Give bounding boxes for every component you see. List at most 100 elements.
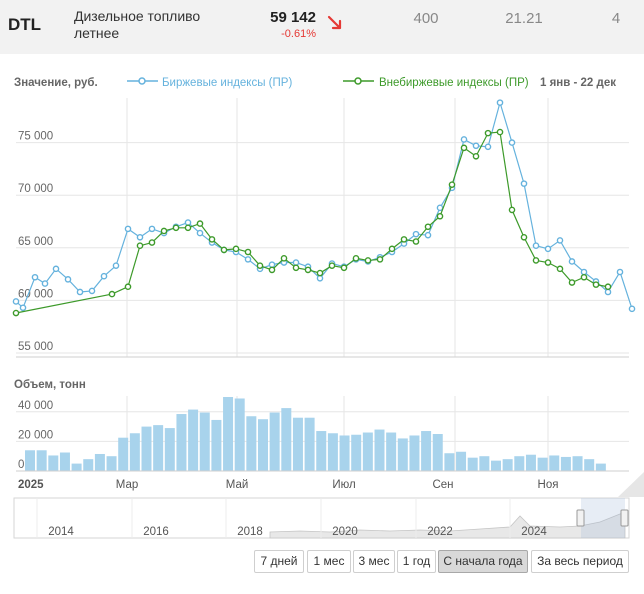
series-point-otc: [544, 259, 552, 266]
legend-otc[interactable]: Внебиржевые индексы (ПР): [343, 77, 529, 89]
volume-bar: [199, 412, 210, 471]
volume-bar: [502, 459, 513, 471]
series-point-otc: [280, 255, 288, 262]
series-point-exchange: [41, 280, 49, 287]
series-point-otc: [532, 257, 540, 264]
volume-y-axis: 0 20 000 40 000: [18, 400, 53, 471]
series-point-otc: [460, 144, 468, 152]
series-point-otc: [424, 223, 432, 231]
series-point-otc: [412, 238, 420, 245]
series-point-otc: [136, 242, 144, 249]
series-point-exchange: [436, 204, 444, 212]
price-y-axis: 55 000 60 000 65 000 70 000 75 000: [18, 131, 53, 353]
series-point-exchange: [31, 273, 39, 281]
volume-bar: [560, 456, 571, 471]
volume-bar: [456, 451, 467, 471]
period-3m-button[interactable]: 3 мес: [353, 550, 395, 573]
navigator-year-label: 2018: [237, 526, 263, 538]
series-point-exchange: [148, 225, 156, 233]
series-point-exchange: [568, 258, 576, 265]
series-point-otc: [292, 264, 300, 272]
series-point-otc: [520, 233, 528, 241]
volume-bar: [409, 435, 420, 471]
navigator-year-label: 2020: [332, 526, 358, 538]
series-point-otc: [484, 129, 492, 137]
quote-trades: 4: [611, 10, 621, 27]
series-point-otc: [496, 128, 504, 136]
legend-exchange[interactable]: Биржевые индексы (ПР): [127, 77, 292, 89]
series-point-otc: [208, 236, 216, 243]
series-point-otc: [232, 245, 240, 253]
series-point-exchange: [628, 305, 636, 313]
x-tick-label: Сен: [432, 479, 453, 491]
period-all-button[interactable]: За весь период: [531, 550, 629, 573]
series-point-exchange: [76, 288, 84, 296]
volume-bar: [386, 432, 397, 471]
x-axis: 2025 Мар Май Июл Сен Ноя: [16, 470, 629, 491]
navigator-years: 2014 2016 2018 2020 2022 2024: [36, 498, 547, 538]
volume-bar: [479, 456, 490, 471]
navigator-year-label: 2024: [521, 526, 547, 538]
volume-bar: [141, 426, 152, 471]
series-point-exchange: [472, 142, 480, 150]
volume-bar: [129, 433, 140, 471]
legend-otc-label: Внебиржевые индексы (ПР): [379, 77, 529, 89]
volume-bar: [94, 453, 105, 471]
series-point-otc: [328, 262, 336, 269]
volume-bar: [176, 414, 187, 471]
volume-bar: [374, 429, 385, 471]
volume-bar: [25, 450, 35, 471]
series-point-otc: [400, 236, 408, 243]
volume-bar: [71, 463, 82, 471]
range-navigator[interactable]: 2014 2016 2018 2020 2022 2024: [13, 497, 630, 539]
volume-bar: [153, 425, 164, 471]
navigator-selection[interactable]: [581, 498, 625, 538]
series-point-otc: [604, 283, 612, 291]
volume-bar: [83, 459, 94, 471]
series-point-exchange: [580, 268, 588, 276]
series-point-otc: [448, 181, 456, 188]
series-point-exchange: [112, 262, 120, 269]
arrow-down-icon: [327, 15, 342, 30]
volume-bar: [397, 438, 408, 471]
price-axis-title: Значение, руб.: [14, 77, 98, 89]
series-point-exchange: [316, 275, 324, 282]
volume-bar: [36, 450, 47, 471]
ticker-symbol: DTL: [8, 15, 42, 34]
series-point-exchange: [532, 242, 540, 249]
period-7d-button[interactable]: 7 дней: [254, 550, 304, 573]
series-point-exchange: [292, 259, 300, 266]
series-point-otc: [12, 309, 20, 317]
series-point-otc: [220, 246, 228, 254]
x-tick-label: Мар: [116, 479, 139, 491]
volume-bar: [595, 463, 606, 471]
period-1m-button[interactable]: 1 мес: [307, 550, 351, 573]
navigator-year-label: 2016: [143, 526, 169, 538]
series-point-exchange: [556, 237, 564, 244]
quote-row[interactable]: DTL Дизельное топливо летнее 59 142 -0.6…: [0, 0, 644, 54]
period-ytd-button[interactable]: С начала года: [438, 550, 528, 573]
series-point-otc: [108, 290, 116, 298]
volume-y-tick-label: 0: [18, 459, 24, 471]
series-point-exchange: [496, 99, 504, 106]
volume-y-tick-label: 40 000: [18, 400, 53, 412]
navigator-right-handle[interactable]: [620, 509, 629, 527]
volume-bar: [525, 454, 536, 471]
series-point-otc: [568, 279, 576, 286]
series-point-exchange: [184, 219, 192, 226]
series-point-otc: [268, 266, 276, 274]
volume-bars: [25, 397, 606, 471]
series-line-exchange: [15, 100, 633, 310]
volume-bar: [188, 409, 199, 471]
series-point-exchange: [64, 276, 72, 283]
series-point-exchange: [520, 180, 528, 187]
navigator-left-handle[interactable]: [576, 509, 585, 527]
quote-volume: 400: [413, 10, 439, 27]
volume-bar: [537, 457, 548, 471]
series-point-otc: [472, 152, 480, 160]
legend-exchange-label: Биржевые индексы (ПР): [162, 77, 292, 89]
series-point-exchange: [244, 256, 252, 263]
period-1y-button[interactable]: 1 год: [397, 550, 436, 573]
series-point-exchange: [508, 139, 516, 146]
price-y-tick-label: 55 000: [18, 341, 53, 353]
